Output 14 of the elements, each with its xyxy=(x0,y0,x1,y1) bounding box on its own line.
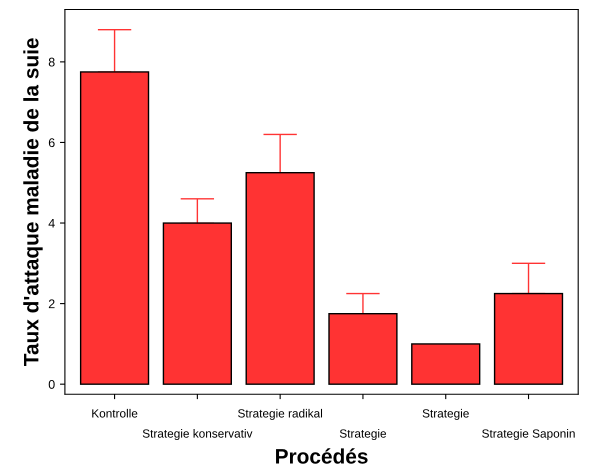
x-tick-label: Strategie Saponin xyxy=(482,429,575,440)
y-axis-title: Taux d'attaque maladie de la suie xyxy=(23,38,43,366)
x-axis-title: Procédés xyxy=(276,448,368,464)
x-tick-label: Kontrolle xyxy=(92,408,138,418)
y-tick-label: 4 xyxy=(48,218,55,228)
y-tick-label: 2 xyxy=(48,299,55,308)
x-tick-label: Strategie radikal xyxy=(238,408,322,420)
y-tick-label: 0 xyxy=(48,380,55,389)
x-tick-label: Strategie konservativ xyxy=(142,429,252,440)
bar xyxy=(411,343,480,385)
y-tick-label: 6 xyxy=(48,138,55,148)
x-tick-label: Strategie xyxy=(422,408,469,420)
y-tick-label: 8 xyxy=(48,58,55,67)
x-tick-label: Strategie xyxy=(340,429,386,440)
